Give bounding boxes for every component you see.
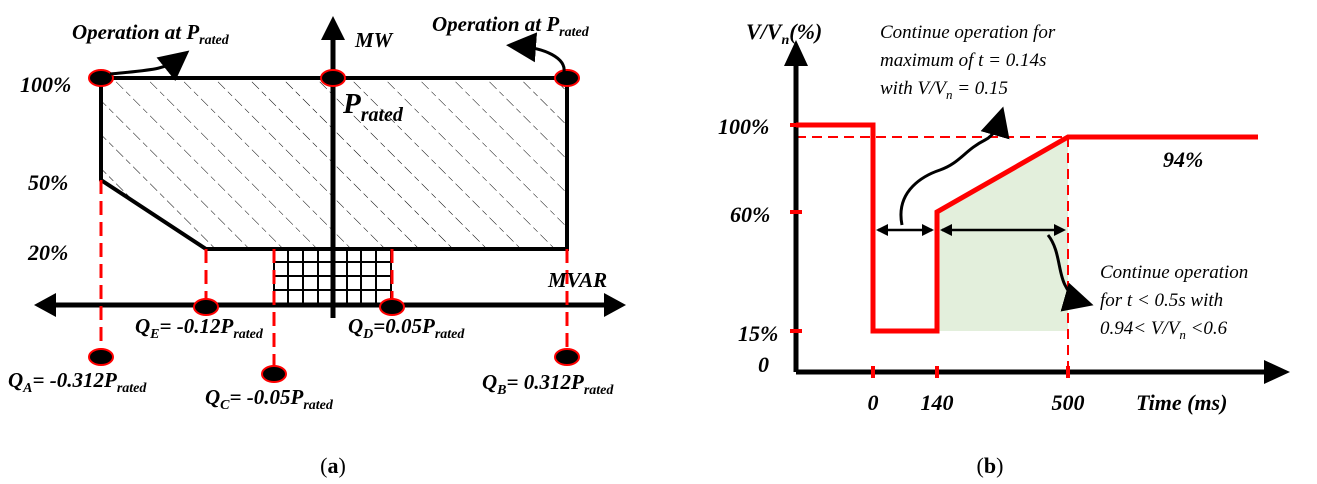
marker-qa	[88, 348, 114, 366]
x-tick-140: 140	[921, 390, 954, 415]
marker-center-top	[320, 69, 346, 87]
caption-a: (a)	[320, 453, 346, 478]
note-top-line-2: maximum of t = 0.14s	[880, 50, 1046, 71]
note-top: Continue operation for maximum of t = 0.…	[880, 22, 1056, 102]
note-right: Continue operation for t < 0.5s with 0.9…	[1100, 262, 1248, 342]
qc-label: QC= -0.05Prated	[205, 385, 334, 413]
x-axis-label: Time (ms)	[1136, 390, 1227, 415]
callout-arrow-right	[1046, 234, 1094, 312]
panel-a: Operation at Prated Operation at Prated …	[8, 12, 626, 478]
level-100: 100%	[20, 72, 71, 97]
marker-qc	[261, 365, 287, 383]
note-top-line-3: with V/Vn = 0.15	[880, 78, 1008, 102]
shaded-region	[937, 137, 1068, 331]
qe-label: QE= -0.12Prated	[135, 314, 264, 342]
mw-axis-arrow	[321, 16, 345, 40]
marker-qe	[193, 298, 219, 316]
note-top-line-1: Continue operation for	[880, 22, 1056, 43]
note-right-line-3: 0.94< V/Vn <0.6	[1100, 318, 1228, 342]
arrowhead-b1	[940, 224, 952, 236]
mvar-axis-arrow-left	[34, 293, 56, 317]
mvar-axis-arrow-right	[604, 293, 626, 317]
qa-label: QA= -0.312Prated	[8, 368, 147, 396]
y-tick-60: 60%	[730, 202, 770, 227]
y-axis-arrow	[784, 40, 808, 66]
y-axis-label: V/Vn(%)	[746, 19, 822, 48]
arrowhead-a1	[876, 224, 888, 236]
y-tick-0: 0	[758, 352, 769, 377]
level-94-label: 94%	[1163, 147, 1203, 172]
caption-b: (b)	[977, 453, 1004, 478]
mw-axis-label: MW	[354, 28, 394, 52]
arrowhead-a2	[922, 224, 934, 236]
voltage-profile-curve	[796, 122, 1258, 334]
marker-right-top	[554, 69, 580, 87]
callout-arrow-top	[899, 106, 1010, 226]
mvar-axis-label: MVAR	[547, 268, 607, 292]
arrowhead-b2	[1054, 224, 1066, 236]
level-50: 50%	[28, 170, 68, 195]
op-right-label: Operation at Prated	[432, 12, 590, 40]
qd-label: QD=0.05Prated	[348, 314, 465, 342]
p-rated-label: Prated	[342, 88, 404, 126]
qb-label: QB= 0.312Prated	[482, 370, 614, 398]
note-right-line-2: for t < 0.5s with	[1100, 290, 1223, 311]
op-left-label: Operation at Prated	[72, 20, 230, 48]
op-right-arrow	[506, 32, 566, 73]
x-axis-arrow	[1264, 360, 1290, 384]
marker-qb	[554, 348, 580, 366]
marker-qd	[379, 298, 405, 316]
y-tick-15: 15%	[738, 321, 778, 346]
note-right-line-1: Continue operation	[1100, 262, 1248, 283]
marker-left-top	[88, 69, 114, 87]
op-left-arrow	[109, 50, 190, 81]
x-tick-500: 500	[1052, 390, 1085, 415]
panel-b: V/Vn(%) Time (ms) 100% 60% 15% 0 0 140 5…	[718, 19, 1290, 478]
x-tick-0: 0	[868, 390, 879, 415]
level-20: 20%	[27, 240, 68, 265]
y-tick-100: 100%	[718, 114, 769, 139]
